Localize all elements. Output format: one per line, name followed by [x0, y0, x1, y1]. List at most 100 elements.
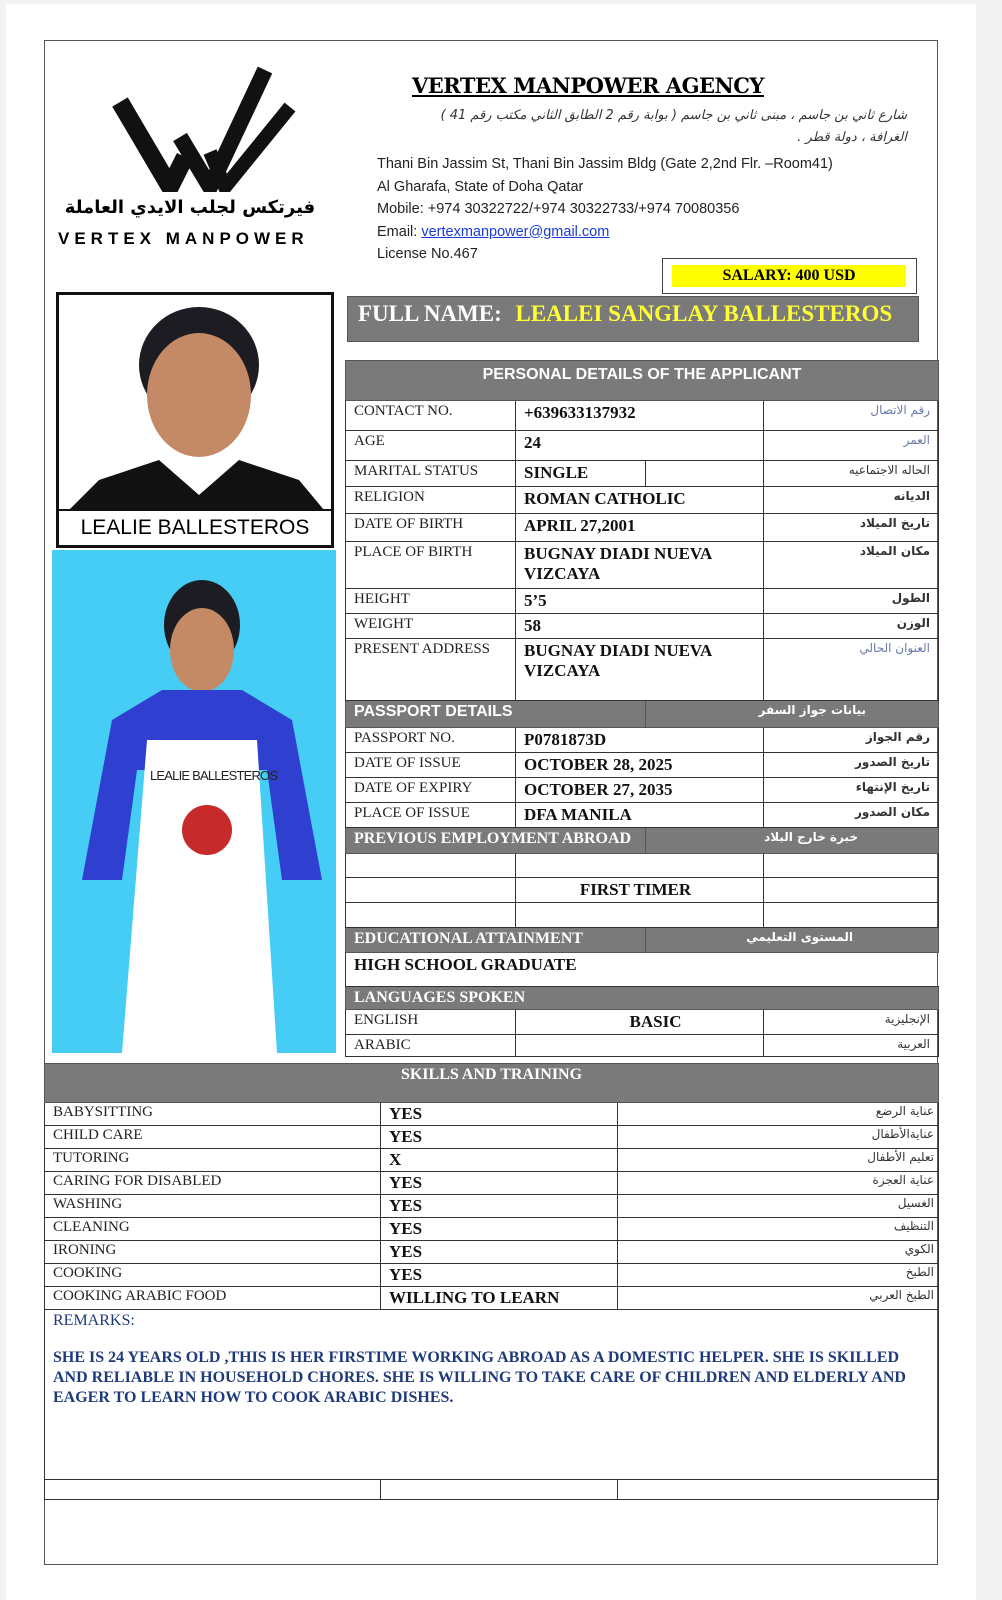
employment-value: FIRST TIMER: [515, 877, 764, 903]
skill-name-ar: الطبخ: [617, 1263, 939, 1287]
passport-title: PASSPORT DETAILS: [345, 700, 646, 728]
field-value: P0781873D: [515, 727, 764, 753]
field-value: 5’5: [515, 588, 764, 614]
table-row: WASHING YES الغسيل: [44, 1194, 939, 1218]
language-level: BASIC: [515, 1009, 764, 1035]
skill-value: YES: [380, 1194, 618, 1218]
field-label-ar: العمر: [762, 430, 940, 461]
field-value: 24: [515, 430, 764, 461]
skill-name-ar: الغسيل: [617, 1194, 939, 1218]
skill-name: IRONING: [44, 1240, 381, 1264]
field-label-ar: الوزن: [762, 613, 940, 639]
table-row: PLACE OF BIRTH BUGNAY DIADI NUEVA VIZCAYA…: [345, 541, 940, 589]
skill-name-ar: التنظيف: [617, 1217, 939, 1241]
skill-value: YES: [380, 1171, 618, 1195]
skill-name: COOKING: [44, 1263, 381, 1287]
table-row: DATE OF ISSUE OCTOBER 28, 2025 تاريخ الصدو…: [345, 752, 940, 778]
salary: SALARY: 400 USD: [672, 265, 906, 287]
skill-name: TUTORING: [44, 1148, 381, 1172]
table-row: DATE OF BIRTH APRIL 27,2001 تاريخ الميلاد: [345, 513, 940, 542]
mobile: Mobile: +974 30322722/+974 30322733/+974…: [377, 201, 740, 217]
table-row: AGE 24 العمر: [345, 430, 940, 461]
remarks-text: SHE IS 24 YEARS OLD ,THIS IS HER FIRSTIM…: [53, 1349, 906, 1406]
field-label: MARITAL STATUS: [345, 460, 516, 487]
skill-value: YES: [380, 1240, 618, 1264]
language-name: ENGLISH: [345, 1009, 516, 1035]
table-row: COOKING ARABIC FOOD WILLING TO LEARN الطبخ…: [44, 1286, 939, 1310]
language-name-ar: العربية: [762, 1034, 940, 1057]
table-row: RELIGION ROMAN CATHOLIC الديانه: [345, 486, 940, 514]
personal-title: PERSONAL DETAILS OF THE APPLICANT: [344, 360, 940, 401]
field-label-ar: تاريخ الميلاد: [762, 513, 940, 542]
photo-caption: LEALIE BALLESTEROS: [59, 509, 331, 545]
field-label-ar: تاريخ الإنتهاء: [762, 777, 940, 803]
field-value: DFA MANILA: [515, 802, 764, 828]
skill-value: WILLING TO LEARN: [380, 1286, 618, 1310]
field-label: DATE OF BIRTH: [345, 513, 516, 542]
field-value: +639633137932: [515, 400, 764, 431]
skill-name-ar: تعليم الأطفال: [617, 1148, 939, 1172]
table-row: IRONING YES الكوي: [44, 1240, 939, 1264]
logo-mark-icon: [112, 66, 296, 192]
field-label: DATE OF ISSUE: [345, 752, 516, 778]
full-name-value: LEALEI SANGLAY BALLESTEROS: [515, 301, 893, 326]
field-value: BUGNAY DIADI NUEVA VIZCAYA: [515, 638, 764, 701]
table-row: TUTORING X تعليم الأطفال: [44, 1148, 939, 1172]
arabic-address-2: الغرافة ، دولة قطر .: [797, 130, 907, 145]
language-name-ar: الإنجليزية: [762, 1009, 940, 1035]
apron-text: LEALIE BALLESTEROS: [150, 768, 278, 783]
skill-name-ar: الكوي: [617, 1240, 939, 1264]
field-label: CONTACT NO.: [345, 400, 516, 431]
table-row: CLEANING YES التنظيف: [44, 1217, 939, 1241]
email-link[interactable]: vertexmanpower@gmail.com: [421, 223, 610, 240]
address-line-1: Thani Bin Jassim St, Thani Bin Jassim Bl…: [377, 156, 833, 172]
email-label: Email:: [377, 223, 422, 240]
skill-name: CHILD CARE: [44, 1125, 381, 1149]
education-title: EDUCATIONAL ATTAINMENT: [345, 927, 646, 953]
table-row: BABYSITTING YES عناية الرضع: [44, 1102, 939, 1126]
field-label-ar: العنوان الحالي: [762, 638, 940, 701]
skill-name-ar: عنايةالأطفال: [617, 1125, 939, 1149]
field-value: ROMAN CATHOLIC: [515, 486, 764, 514]
field-label: PASSPORT NO.: [345, 727, 516, 753]
languages-title: LANGUAGES SPOKEN: [344, 986, 940, 1010]
agency-title: VERTEX MANPOWER AGENCY: [412, 73, 764, 98]
field-label-ar: رقم الجواز: [762, 727, 940, 753]
field-value: OCTOBER 28, 2025: [515, 752, 764, 778]
table-row: PRESENT ADDRESS BUGNAY DIADI NUEVA VIZCAY…: [345, 638, 940, 701]
skill-name: CLEANING: [44, 1217, 381, 1241]
agency-contact: Thani Bin Jassim St, Thani Bin Jassim Bl…: [377, 153, 833, 266]
field-value: OCTOBER 27, 2035: [515, 777, 764, 803]
field-label-ar: الحاله الاجتماعيه: [762, 460, 940, 487]
language-name: ARABIC: [345, 1034, 516, 1057]
table-row: WEIGHT 58 الوزن: [345, 613, 940, 639]
logo-english: VERTEX MANPOWER: [58, 229, 309, 248]
employment-title: PREVIOUS EMPLOYMENT ABROAD: [345, 827, 646, 854]
skill-value: YES: [380, 1263, 618, 1287]
skill-value: YES: [380, 1125, 618, 1149]
skill-value: YES: [380, 1102, 618, 1126]
field-value: APRIL 27,2001: [515, 513, 764, 542]
table-row: CHILD CARE YES عنايةالأطفال: [44, 1125, 939, 1149]
table-row: CARING FOR DISABLED YES عناية العجزة: [44, 1171, 939, 1195]
field-label-ar: رقم الاتصال: [762, 400, 940, 431]
language-level: [515, 1034, 764, 1057]
field-value: SINGLE: [515, 460, 646, 487]
employment-title-ar: خبرة خارج البلاد: [644, 827, 940, 854]
remarks-label: REMARKS:: [53, 1312, 135, 1329]
table-row: HEIGHT 5’5 الطول: [345, 588, 940, 614]
field-value: BUGNAY DIADI NUEVA VIZCAYA: [515, 541, 764, 589]
logo-arabic: فيرتكس لجلب الايدي العاملة: [64, 197, 316, 218]
skill-name-ar: عناية الرضع: [617, 1102, 939, 1126]
field-label-ar: مكان الصدور: [762, 802, 940, 828]
table-row: COOKING YES الطبخ: [44, 1263, 939, 1287]
field-value: 58: [515, 613, 764, 639]
skill-name: CARING FOR DISABLED: [44, 1171, 381, 1195]
skill-value: YES: [380, 1217, 618, 1241]
field-label: PRESENT ADDRESS: [345, 638, 516, 701]
field-label-ar: مكان الميلاد: [762, 541, 940, 589]
education-title-ar: المستوى التعليمي: [644, 927, 940, 953]
skill-name-ar: عناية العجزة: [617, 1171, 939, 1195]
uniform-image: [82, 580, 322, 1053]
table-row: ENGLISH BASIC الإنجليزية: [345, 1009, 940, 1035]
